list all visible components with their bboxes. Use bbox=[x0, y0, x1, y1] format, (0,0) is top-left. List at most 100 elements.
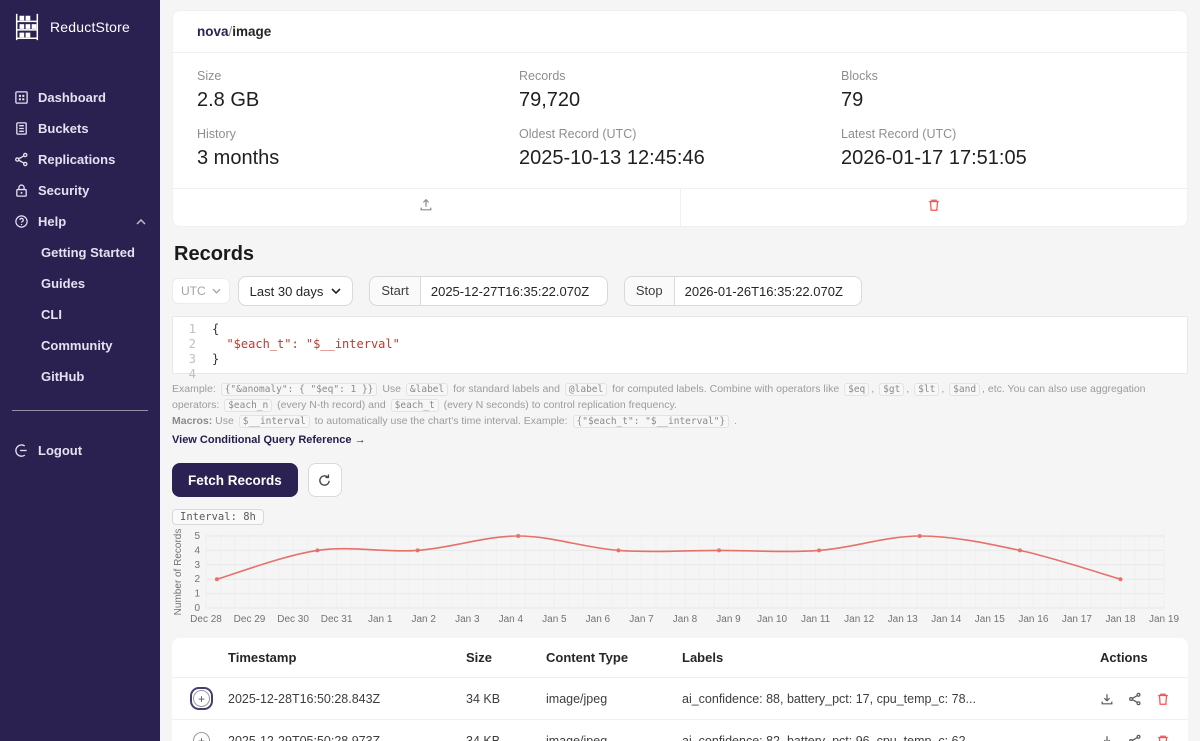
stat-label: Blocks bbox=[841, 69, 878, 83]
record-actions bbox=[1100, 734, 1180, 741]
sidebar-item-replications[interactable]: Replications bbox=[0, 144, 160, 175]
brand-name: ReductStore bbox=[50, 19, 131, 35]
download-icon[interactable] bbox=[1100, 692, 1114, 706]
refresh-button[interactable] bbox=[307, 463, 342, 497]
refresh-icon bbox=[317, 473, 332, 488]
svg-text:Jan 7: Jan 7 bbox=[629, 614, 654, 625]
stat-latest-record: Latest Record (UTC) 2026-01-17 17:51:05 bbox=[841, 127, 1163, 170]
sidebar-item-label: Replications bbox=[38, 152, 116, 167]
fetch-row: Fetch Records bbox=[172, 463, 1188, 497]
time-range-select[interactable]: Last 30 days bbox=[237, 276, 354, 306]
upload-icon bbox=[419, 198, 433, 212]
svg-text:Jan 10: Jan 10 bbox=[757, 614, 787, 625]
delete-icon[interactable] bbox=[1156, 692, 1170, 706]
sidebar-item-security[interactable]: Security bbox=[0, 175, 160, 206]
svg-text:Jan 14: Jan 14 bbox=[931, 614, 961, 625]
bucket-summary-card: nova/image Size 2.8 GB Records 79,720 Bl… bbox=[172, 10, 1188, 227]
sidebar-item-cli[interactable]: CLI bbox=[0, 299, 160, 330]
dashboard-icon bbox=[14, 90, 29, 105]
sidebar-sub-label: Getting Started bbox=[41, 245, 135, 260]
svg-text:Jan 5: Jan 5 bbox=[542, 614, 567, 625]
sidebar-item-guides[interactable]: Guides bbox=[0, 268, 160, 299]
record-labels: ai_confidence: 82, battery_pct: 96, cpu_… bbox=[674, 719, 1092, 741]
stat-value: 3 months bbox=[197, 147, 280, 169]
svg-text:Jan 15: Jan 15 bbox=[975, 614, 1005, 625]
timezone-select[interactable]: UTC bbox=[172, 278, 230, 304]
plus-icon: + bbox=[193, 732, 210, 741]
svg-text:Jan 9: Jan 9 bbox=[716, 614, 741, 625]
stop-label: Stop bbox=[623, 276, 674, 306]
stat-label: Latest Record (UTC) bbox=[841, 127, 957, 141]
svg-text:Dec 29: Dec 29 bbox=[234, 614, 266, 625]
start-time-input[interactable] bbox=[419, 276, 608, 306]
sidebar: ReductStore Dashboard Buc bbox=[0, 0, 160, 741]
col-labels: Labels bbox=[674, 638, 1092, 678]
table-header-row: Timestamp Size Content Type Labels Actio… bbox=[172, 638, 1188, 678]
svg-text:Jan 18: Jan 18 bbox=[1105, 614, 1135, 625]
chevron-down-icon bbox=[212, 288, 221, 294]
expand-row-button[interactable]: + bbox=[192, 731, 211, 741]
svg-text:Jan 2: Jan 2 bbox=[411, 614, 436, 625]
col-content-type: Content Type bbox=[538, 638, 674, 678]
sidebar-item-buckets[interactable]: Buckets bbox=[0, 113, 160, 144]
svg-text:1: 1 bbox=[194, 589, 200, 600]
upload-record-button[interactable] bbox=[173, 189, 680, 226]
share-icon[interactable] bbox=[1128, 734, 1142, 741]
record-timestamp: 2025-12-29T05:50:28.973Z bbox=[220, 719, 458, 741]
share-icon[interactable] bbox=[1128, 692, 1142, 706]
conditional-query-reference-link[interactable]: View Conditional Query Reference → bbox=[172, 434, 366, 447]
delete-icon[interactable] bbox=[1156, 734, 1170, 741]
stat-blocks: Blocks 79 bbox=[841, 69, 1163, 112]
chevron-down-icon bbox=[331, 288, 341, 294]
records-heading: Records bbox=[174, 243, 255, 265]
record-size: 34 KB bbox=[458, 677, 538, 720]
svg-text:Jan 19: Jan 19 bbox=[1149, 614, 1179, 625]
sidebar-item-dashboard[interactable]: Dashboard bbox=[0, 82, 160, 113]
stat-label: Size bbox=[197, 69, 222, 83]
plus-icon: + bbox=[193, 690, 210, 707]
delete-entry-button[interactable] bbox=[679, 189, 1188, 226]
col-size: Size bbox=[458, 638, 538, 678]
svg-text:Dec 28: Dec 28 bbox=[190, 614, 222, 625]
sidebar-item-label: Help bbox=[38, 214, 67, 229]
record-size: 34 KB bbox=[458, 719, 538, 741]
brand: ReductStore bbox=[0, 0, 160, 52]
svg-text:Jan 8: Jan 8 bbox=[673, 614, 698, 625]
stat-oldest-record: Oldest Record (UTC) 2025-10-13 12:45:46 bbox=[519, 127, 841, 170]
fetch-records-button[interactable]: Fetch Records bbox=[172, 463, 298, 497]
sidebar-item-community[interactable]: Community bbox=[0, 330, 160, 361]
expand-row-button[interactable]: + bbox=[192, 689, 211, 708]
timezone-value: UTC bbox=[181, 284, 206, 298]
reductstore-logo-icon bbox=[12, 12, 42, 42]
question-circle-icon bbox=[14, 214, 29, 229]
table-row: + 2025-12-29T05:50:28.973Z 34 KB image/j… bbox=[172, 719, 1188, 741]
svg-text:4: 4 bbox=[194, 545, 200, 556]
share-icon bbox=[14, 152, 29, 167]
logout-button[interactable]: Logout bbox=[0, 435, 160, 466]
stop-time-input[interactable] bbox=[673, 276, 862, 306]
bucket-stats: Size 2.8 GB Records 79,720 Blocks 79 His… bbox=[173, 53, 1187, 188]
bucket-card-actions bbox=[173, 188, 1187, 226]
interval-tag: Interval: 8h bbox=[172, 509, 264, 525]
start-label: Start bbox=[369, 276, 420, 306]
sidebar-item-github[interactable]: GitHub bbox=[0, 361, 160, 392]
record-labels: ai_confidence: 88, battery_pct: 17, cpu_… bbox=[674, 677, 1092, 720]
records-table: Timestamp Size Content Type Labels Actio… bbox=[172, 638, 1188, 741]
download-icon[interactable] bbox=[1100, 734, 1114, 741]
col-timestamp: Timestamp bbox=[220, 638, 458, 678]
records-chart-block: Interval: 8h 0 1 2 3 4 5 Dec 28 Dec 29 Dec 30 Dec… bbox=[172, 507, 1188, 630]
svg-text:Jan 11: Jan 11 bbox=[801, 614, 831, 625]
record-content-type: image/jpeg bbox=[538, 677, 674, 720]
sidebar-item-help[interactable]: Help bbox=[0, 206, 160, 237]
record-content-type: image/jpeg bbox=[538, 719, 674, 741]
svg-text:3: 3 bbox=[194, 560, 200, 571]
svg-text:Jan 3: Jan 3 bbox=[455, 614, 480, 625]
logout-label: Logout bbox=[38, 443, 83, 458]
chevron-up-icon bbox=[136, 218, 146, 225]
sidebar-item-getting-started[interactable]: Getting Started bbox=[0, 237, 160, 268]
stat-records: Records 79,720 bbox=[519, 69, 841, 112]
sidebar-item-label: Dashboard bbox=[38, 90, 106, 105]
stat-size: Size 2.8 GB bbox=[197, 69, 519, 112]
svg-text:Jan 1: Jan 1 bbox=[368, 614, 393, 625]
